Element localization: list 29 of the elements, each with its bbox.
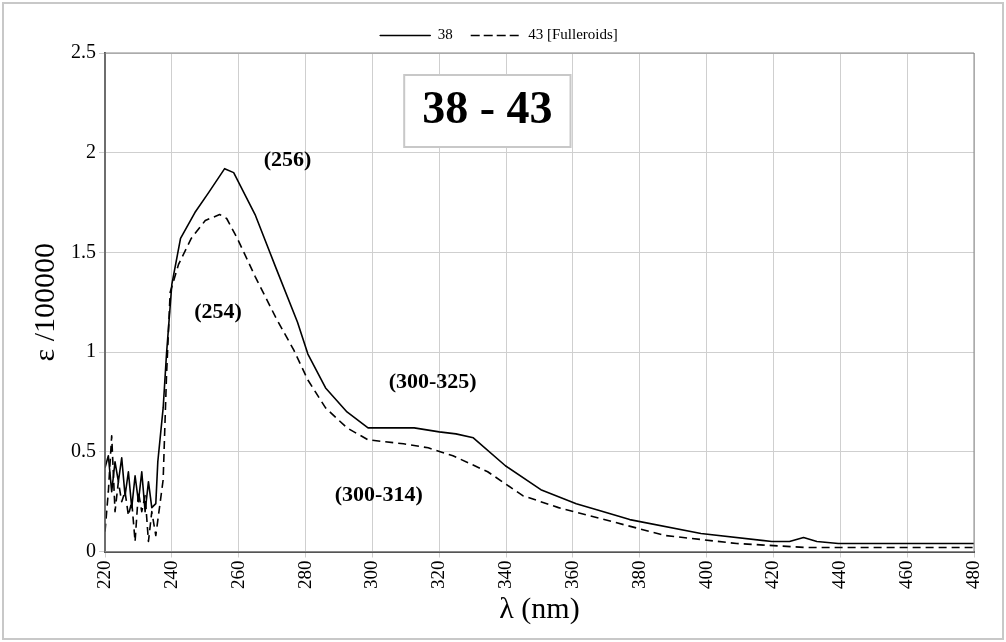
x-tick-label: 460: [895, 560, 917, 589]
annotation: 38 - 43: [422, 81, 553, 133]
x-tick-label: 360: [560, 560, 582, 589]
annotation: (300-325): [388, 367, 477, 393]
y-tick-label: 0.5: [71, 439, 96, 462]
legend-label: 43 [Fulleroids]: [528, 26, 618, 43]
y-tick-label: 1: [86, 339, 96, 362]
x-tick-label: 260: [226, 560, 248, 589]
x-tick-label: 240: [159, 560, 181, 589]
x-tick-label: 340: [494, 560, 516, 589]
y-axis-title: ε /100000: [26, 243, 60, 362]
legend-label: 38: [437, 26, 453, 43]
y-tick-label: 2: [86, 139, 96, 162]
y-tick-label: 0: [86, 538, 96, 561]
x-tick-label: 400: [694, 560, 716, 589]
annotation: (300-314): [334, 481, 423, 507]
x-tick-label: 380: [627, 560, 649, 589]
y-tick-label: 1.5: [71, 239, 96, 262]
x-tick-label: 480: [961, 560, 983, 589]
x-tick-label: 280: [293, 560, 315, 589]
y-tick-label: 2.5: [71, 40, 96, 63]
x-axis-title: λ (nm): [499, 590, 580, 625]
x-tick-label: 300: [360, 560, 382, 589]
x-tick-label: 420: [761, 560, 783, 589]
x-tick-label: 220: [92, 560, 114, 589]
x-tick-label: 440: [828, 560, 850, 589]
annotation: (254): [194, 297, 242, 323]
x-tick-label: 320: [427, 560, 449, 589]
annotation: (256): [263, 146, 312, 172]
